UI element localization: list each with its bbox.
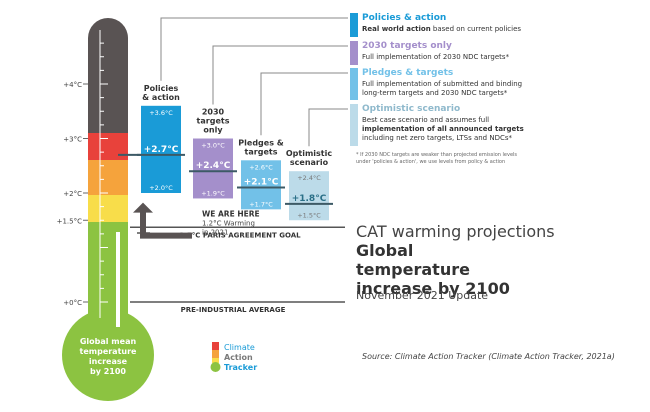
footnote-line-2: under 'policies & action', we use levels… <box>356 159 506 165</box>
scenario-high-label: +3.0°C <box>201 142 225 150</box>
logo-bar-yellow <box>212 358 219 363</box>
legend-desc-optimistic-2: implementation of all announced targets <box>362 125 524 133</box>
legend-swatch-pledges <box>350 68 358 100</box>
legend-desc-pledges-2: long-term targets and 2030 NDC targets* <box>362 89 508 97</box>
scenario-low-label: +1.5°C <box>297 211 321 219</box>
legend-connector <box>308 108 348 147</box>
thermometer-label-3: increase <box>89 357 128 366</box>
legend-title-policies: Policies & action <box>362 13 447 23</box>
thermometer-label-2: temperature <box>80 347 138 356</box>
legend-title-pledges: Pledges & targets <box>362 68 454 78</box>
thermometer-zone-red <box>88 133 128 160</box>
current-warming-bar <box>116 232 120 327</box>
logo-text-1: Climate <box>224 343 255 352</box>
reference-label: PRE-INDUSTRIAL AVERAGE <box>181 306 286 314</box>
scenario-title: only <box>203 126 223 135</box>
scenario-bar <box>289 171 329 221</box>
y-tick-label: +0°C <box>63 299 82 307</box>
scenario-high-label: +3.6°C <box>149 109 173 117</box>
legend-connector <box>260 72 348 136</box>
scenario-title: scenario <box>290 158 329 167</box>
legend-swatch-policies <box>350 13 358 37</box>
legend-swatch-optimistic <box>350 104 358 146</box>
scenario-title: Policies <box>144 84 179 93</box>
logo-bulb <box>210 362 221 372</box>
chart-title: CAT warming projections <box>356 222 555 241</box>
scenario-bar <box>241 160 281 210</box>
source-note: Source: Climate Action Tracker (Climate … <box>362 352 615 361</box>
legend-desc-optimistic-1: Best case scenario and assumes full <box>362 116 490 124</box>
we-are-here-arrowhead <box>133 202 153 213</box>
thermometer-label-1: Global mean <box>80 337 137 346</box>
legend-title-2030: 2030 targets only <box>362 41 452 51</box>
scenario-high-label: +2.6°C <box>249 163 273 171</box>
we-are-here-title: WE ARE HERE <box>202 210 260 219</box>
legend-connector <box>160 17 348 81</box>
footnote-line-1: * If 2030 NDC targets are weaker than pr… <box>356 152 518 158</box>
y-tick-label: +2°C <box>63 190 82 198</box>
we-are-here-line2: in 2021 <box>202 229 228 237</box>
legend-desc-policies-bold: Real world action <box>362 25 431 33</box>
we-are-here-line1: 1.2°C Warming <box>202 220 255 228</box>
scenario-title: targets <box>197 117 230 126</box>
scenario-bar <box>193 138 233 199</box>
y-tick-label: +3°C <box>63 136 82 144</box>
scenario-low-label: +1.9°C <box>201 189 225 197</box>
scenario-mid-label: +2.1°C <box>244 178 279 188</box>
thermometer-zone-orange <box>88 160 128 195</box>
y-tick-label: +1.5°C <box>57 217 82 225</box>
thermometer-bulb <box>62 309 154 401</box>
scenario-mid-label: +2.4°C <box>196 161 231 171</box>
scenario-low-label: +1.7°C <box>249 200 273 208</box>
scenario-title: targets <box>245 147 278 156</box>
legend-desc-pledges-1: Full implementation of submitted and bin… <box>362 80 523 88</box>
scenario-title: & action <box>142 93 180 102</box>
legend-desc-2030: Full implementation of 2030 NDC targets* <box>362 53 510 61</box>
legend-desc-optimistic-3: including net zero targets, LTSs and NDC… <box>362 134 512 142</box>
footnote: * If 2030 NDC targets are weaker than pr… <box>356 152 517 166</box>
legend-title-optimistic: Optimistic scenario <box>362 104 461 114</box>
legend-connector <box>212 45 348 105</box>
scenario-title: 2030 <box>202 108 225 117</box>
y-tick-label: +4°C <box>63 81 82 89</box>
scenario-bar <box>141 105 181 193</box>
legend-swatch-2030 <box>350 41 358 65</box>
thermometer-zone-yellow <box>88 195 128 222</box>
cat-logo: Climate Action Tracker <box>210 342 257 372</box>
thermometer-label-4: by 2100 <box>90 367 126 376</box>
legend-desc-policies-rest: based on current policies <box>430 25 522 33</box>
logo-bar-red <box>212 342 219 350</box>
logo-text-2: Action <box>224 353 253 362</box>
scenario-high-label: +2.4°C <box>297 174 321 182</box>
scenario-mid-label: +1.8°C <box>292 194 327 204</box>
update-date: November 2021 Update <box>356 289 489 302</box>
reference-label: 1.5°C PARIS AGREEMENT GOAL <box>179 231 301 239</box>
scenario-title: Optimistic <box>286 149 333 158</box>
logo-bar-orange <box>212 350 219 358</box>
scenario-low-label: +2.0°C <box>149 184 173 192</box>
scenario-title: Pledges & <box>238 138 283 147</box>
logo-text-3: Tracker <box>224 363 257 372</box>
we-are-here-arrow <box>140 210 192 239</box>
legend-desc-policies: Real world action based on current polic… <box>362 25 521 34</box>
scenario-mid-label: +2.7°C <box>144 145 179 155</box>
chart-subtitle: Global temperature increase by 2100 <box>356 241 510 298</box>
